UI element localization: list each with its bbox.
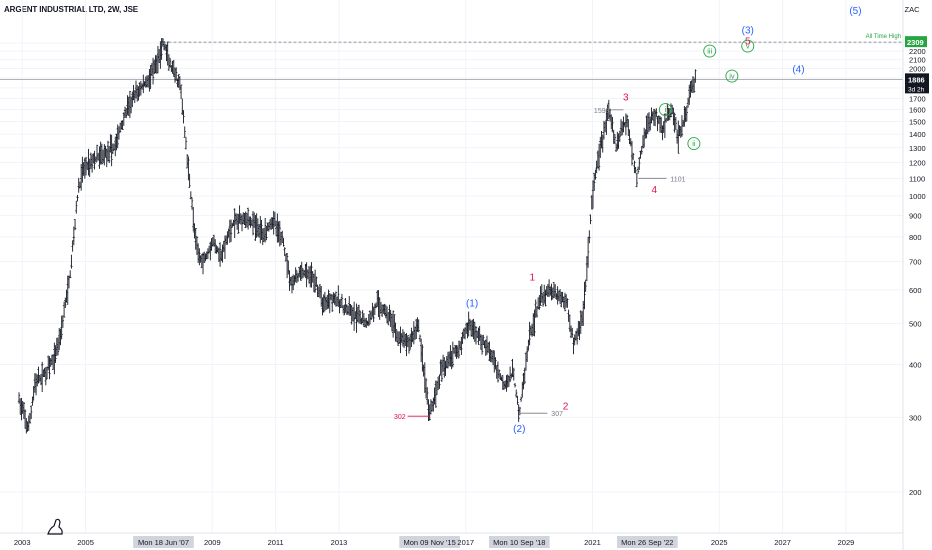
price-annotation: 1101 [670,176,685,183]
wave-label: (1) [466,299,478,310]
wave-label-minor: iv [729,72,735,81]
ohlc-bars [17,38,697,434]
wave-label: (2) [513,424,525,435]
wave-label: 4 [651,185,657,196]
wave-label-minor: ii [692,139,696,148]
crosshair-date-box [617,536,678,548]
tradingview-logo-icon [47,518,63,535]
time-tick-label: 2027 [774,538,791,547]
price-tick-label: 1100 [909,174,925,183]
time-tick-label: 2011 [268,538,284,547]
time-tick-label: 2013 [331,538,348,547]
price-tick-label: 1000 [909,192,926,201]
time-tick-label: Mon 26 Sep '22 [621,538,673,547]
price-tick-label: 1300 [909,144,926,153]
crosshair-date-box [133,536,194,548]
price-tick-label: 600 [909,286,922,295]
price-axis: 200 300 400 500 600 700 800 900 1000 1100 1200 1300… [902,0,929,550]
time-tick-label: 2021 [584,538,601,547]
wave-circle [687,137,701,151]
wave-label: (4) [792,65,804,76]
wave-circle [741,39,755,53]
time-tick-label: Mon 09 Nov '15 [403,538,455,547]
wave-circle [703,44,717,58]
price-tick-label: 200 [909,488,922,497]
price-tick-label: 700 [909,258,922,267]
wave-label: (5) [849,6,861,17]
wave-label: 3 [623,92,629,103]
time-tick-label: Mon 10 Sep '18 [493,538,545,547]
price-tick-label: 1400 [909,130,926,139]
price-tick-label: 300 [909,413,922,422]
crosshair-date-box [399,536,460,548]
price-annotation: 302 [394,414,406,421]
price-tick-label: 500 [909,319,922,328]
tradingview-logo-shape [47,518,63,535]
price-tick-label: 2000 [909,65,926,74]
wave-label: 1 [530,273,536,284]
price-annotations: 1598 1101 302 307 [394,108,686,421]
wave-label-minor: i [665,105,667,114]
bar-countdown: 3d 2h [908,86,925,93]
time-tick-label: 2029 [838,538,855,547]
wave-label: (3) [742,26,754,37]
price-tick-label: 1600 [909,106,926,115]
all-time-high-value: 2309 [907,38,924,47]
time-tick-label: 2025 [711,538,728,547]
chart-title: ARGENT INDUSTRIAL LTD, 2W, JSE [4,5,139,14]
price-tick-label: 900 [909,211,922,220]
wave-circle [725,69,739,83]
price-tick-label: 1700 [909,94,926,103]
time-tick-label: 2009 [204,538,221,547]
reference-lines: All Time High [0,34,903,80]
price-tick-label: 2100 [909,56,926,65]
wave-circle [658,103,672,117]
wave-label: 2 [563,402,569,413]
currency-label: ZAC [905,5,921,14]
last-price-badge [905,73,929,94]
wave-label-minor: iii [707,47,712,56]
price-annotation: 307 [551,411,563,418]
last-price-value: 1886 [908,75,925,84]
wave-label-minor: v [746,42,750,51]
price-tick-label: 1500 [909,117,926,126]
price-tick-label: 400 [909,361,922,370]
price-annotation: 1598 [594,108,610,115]
all-time-high-text: All Time High [866,34,901,40]
price-tick-label: 1200 [909,158,926,167]
time-tick-label: 2003 [14,538,31,547]
all-time-high-badge [905,36,927,48]
time-tick-label: 2017 [457,538,474,547]
chart-grid [0,0,903,533]
wave-label: 5 [745,36,751,47]
crosshair-date-box [489,536,550,548]
price-tick-label: 2200 [909,47,926,56]
time-tick-label: 2005 [77,538,94,547]
price-tick-label: 800 [909,233,922,242]
time-tick-label: Mon 18 Jun '07 [138,538,189,547]
